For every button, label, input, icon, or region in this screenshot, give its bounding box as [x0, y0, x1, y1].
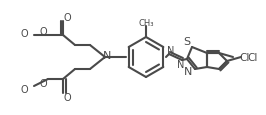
Text: O: O: [39, 27, 47, 37]
Text: N: N: [177, 59, 185, 69]
Text: S: S: [184, 37, 190, 47]
Text: O: O: [63, 13, 71, 23]
Text: O: O: [39, 78, 47, 88]
Text: Cl: Cl: [239, 53, 250, 62]
Text: CH₃: CH₃: [138, 18, 154, 27]
Text: N: N: [167, 46, 175, 56]
Text: N: N: [184, 66, 192, 76]
Text: N: N: [103, 51, 111, 60]
Text: Cl: Cl: [247, 53, 257, 62]
Text: O: O: [63, 92, 71, 102]
Text: O: O: [20, 29, 28, 39]
Text: O: O: [20, 84, 28, 94]
